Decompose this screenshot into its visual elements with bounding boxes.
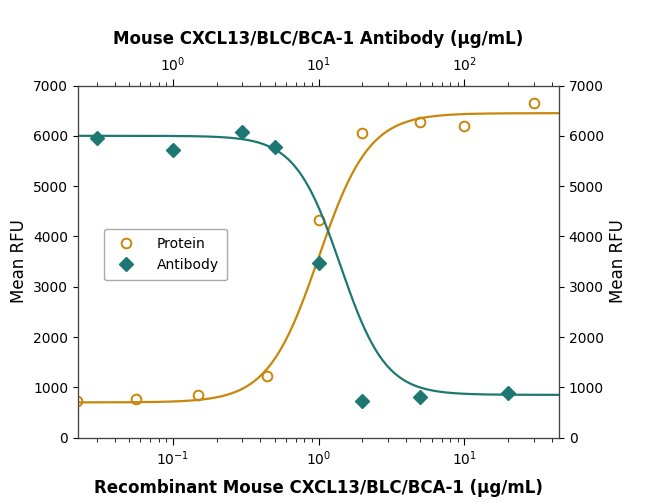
Protein <box>194 392 202 398</box>
Line: Protein: Protein <box>72 98 539 406</box>
Antibody <box>417 394 424 400</box>
Protein <box>530 100 538 106</box>
Antibody <box>239 129 246 135</box>
Protein <box>315 217 322 223</box>
Y-axis label: Mean RFU: Mean RFU <box>10 220 27 303</box>
Protein <box>460 123 468 129</box>
Protein <box>417 119 424 125</box>
Protein <box>132 396 140 402</box>
Antibody <box>562 388 570 394</box>
Antibody <box>315 260 322 266</box>
Y-axis label: Mean RFU: Mean RFU <box>610 220 627 303</box>
Line: Antibody: Antibody <box>22 121 571 406</box>
Protein <box>73 398 81 404</box>
X-axis label: Recombinant Mouse CXCL13/BLC/BCA-1 (μg/mL): Recombinant Mouse CXCL13/BLC/BCA-1 (μg/m… <box>94 479 543 497</box>
Antibody <box>359 398 367 404</box>
Antibody <box>93 135 101 141</box>
Antibody <box>169 147 177 153</box>
X-axis label: Mouse CXCL13/BLC/BCA-1 Antibody (μg/mL): Mouse CXCL13/BLC/BCA-1 Antibody (μg/mL) <box>113 30 524 48</box>
Antibody <box>23 123 31 129</box>
Protein <box>263 373 271 379</box>
Antibody <box>270 144 278 150</box>
Legend: Protein, Antibody: Protein, Antibody <box>104 229 228 280</box>
Protein <box>359 130 367 136</box>
Antibody <box>504 390 512 396</box>
